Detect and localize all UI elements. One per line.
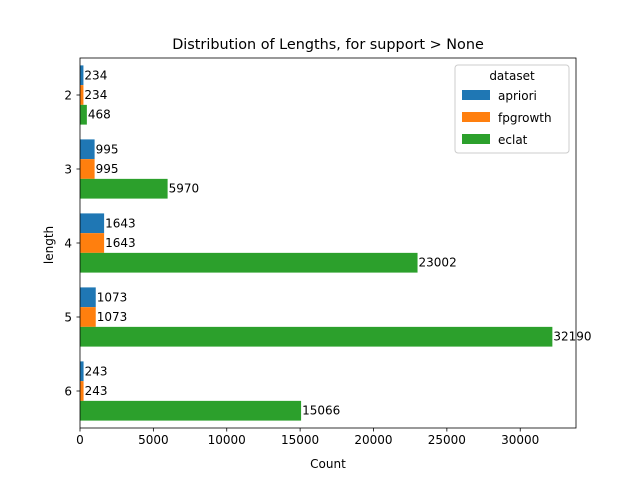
data-label-apriori-6: 243 — [85, 364, 108, 378]
legend-label-fpgrowth: fpgrowth — [498, 111, 552, 125]
bar-eclat-2 — [80, 104, 87, 125]
legend-swatch-apriori — [462, 90, 490, 100]
bar-apriori-3 — [80, 139, 95, 160]
data-label-fpgrowth-4: 1643 — [105, 236, 136, 250]
data-label-eclat-6: 15066 — [302, 404, 340, 418]
data-label-fpgrowth-3: 995 — [96, 162, 119, 176]
y-tick-label-4: 4 — [64, 237, 72, 251]
legend-swatch-fpgrowth — [462, 112, 490, 122]
bar-apriori-6 — [80, 361, 84, 382]
chart-title: Distribution of Lengths, for support > N… — [172, 37, 484, 53]
x-tick-label-0: 0 — [76, 433, 84, 447]
x-tick-label-15000: 15000 — [281, 433, 319, 447]
data-label-fpgrowth-6: 243 — [85, 384, 108, 398]
bar-fpgrowth-6 — [80, 381, 84, 401]
data-label-apriori-3: 995 — [96, 142, 119, 156]
bar-eclat-5 — [80, 326, 553, 347]
plot-area: 234 234 468 995 995 5970 1643 1643 23002 1073 1073… — [79, 57, 592, 429]
legend-label-apriori: apriori — [498, 89, 537, 103]
data-label-apriori-5: 1073 — [97, 290, 128, 304]
y-axis-label: length — [42, 226, 56, 264]
y-tick-label-2: 2 — [64, 89, 72, 103]
bar-fpgrowth-4 — [80, 233, 105, 253]
bar-apriori-4 — [80, 213, 105, 234]
bar-fpgrowth-3 — [80, 159, 95, 179]
data-label-apriori-2: 234 — [84, 68, 107, 82]
legend-label-eclat: eclat — [498, 133, 528, 147]
legend-box — [454, 64, 570, 154]
bar-eclat-6 — [80, 400, 302, 421]
data-label-fpgrowth-5: 1073 — [97, 310, 128, 324]
bar-eclat-3 — [80, 178, 168, 199]
bar-apriori-5 — [80, 287, 96, 308]
data-label-fpgrowth-2: 234 — [84, 88, 107, 102]
legend: dataset apriori fpgrowth eclat — [454, 64, 570, 154]
bar-apriori-2 — [80, 65, 84, 86]
bar-eclat-4 — [80, 252, 418, 273]
x-tick-label-5000: 5000 — [138, 433, 169, 447]
legend-title: dataset — [489, 69, 535, 83]
data-label-eclat-4: 23002 — [419, 256, 457, 270]
data-label-eclat-3: 5970 — [169, 182, 200, 196]
y-axis: 2 3 4 5 6 — [64, 89, 80, 399]
x-tick-label-20000: 20000 — [354, 433, 392, 447]
x-axis-label: Count — [310, 457, 346, 471]
data-label-eclat-2: 468 — [88, 108, 111, 122]
bar-fpgrowth-5 — [80, 307, 96, 327]
x-tick-label-25000: 25000 — [428, 433, 466, 447]
x-axis: 0 5000 10000 15000 20000 25000 30000 — [76, 428, 539, 447]
bar-fpgrowth-2 — [80, 85, 84, 105]
x-tick-label-30000: 30000 — [501, 433, 539, 447]
y-tick-label-3: 3 — [64, 163, 72, 177]
data-label-eclat-5: 32190 — [553, 330, 591, 344]
y-tick-label-5: 5 — [64, 311, 72, 325]
data-label-apriori-4: 1643 — [105, 216, 136, 230]
y-tick-label-6: 6 — [64, 385, 72, 399]
x-tick-label-10000: 10000 — [208, 433, 246, 447]
legend-swatch-eclat — [462, 134, 490, 144]
